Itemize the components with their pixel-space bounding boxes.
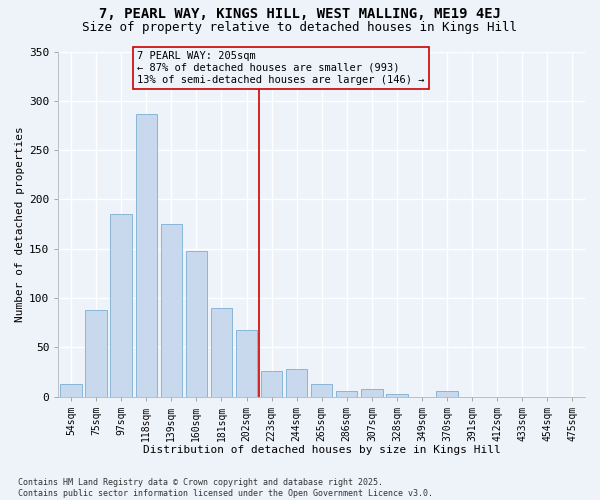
- Text: 7, PEARL WAY, KINGS HILL, WEST MALLING, ME19 4EJ: 7, PEARL WAY, KINGS HILL, WEST MALLING, …: [99, 8, 501, 22]
- Bar: [161, 224, 182, 396]
- Bar: [61, 384, 82, 396]
- Bar: [286, 369, 307, 396]
- Bar: [361, 388, 383, 396]
- Bar: [136, 114, 157, 397]
- Bar: [211, 308, 232, 396]
- Bar: [436, 390, 458, 396]
- X-axis label: Distribution of detached houses by size in Kings Hill: Distribution of detached houses by size …: [143, 445, 500, 455]
- Text: Contains HM Land Registry data © Crown copyright and database right 2025.
Contai: Contains HM Land Registry data © Crown c…: [18, 478, 433, 498]
- Y-axis label: Number of detached properties: Number of detached properties: [15, 126, 25, 322]
- Bar: [185, 250, 207, 396]
- Bar: [311, 384, 332, 396]
- Bar: [110, 214, 132, 396]
- Bar: [386, 394, 407, 396]
- Bar: [236, 330, 257, 396]
- Bar: [261, 371, 282, 396]
- Bar: [336, 390, 358, 396]
- Text: Size of property relative to detached houses in Kings Hill: Size of property relative to detached ho…: [83, 21, 517, 34]
- Bar: [85, 310, 107, 396]
- Text: 7 PEARL WAY: 205sqm
← 87% of detached houses are smaller (993)
13% of semi-detac: 7 PEARL WAY: 205sqm ← 87% of detached ho…: [137, 52, 425, 84]
